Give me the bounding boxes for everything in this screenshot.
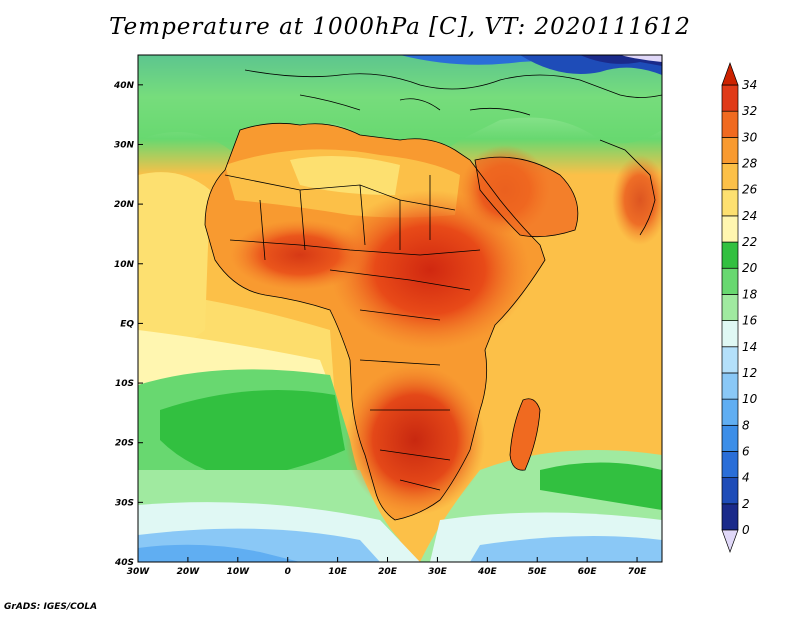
lon-tick-label: 50E xyxy=(528,567,548,577)
lon-tick-label: 20E xyxy=(378,567,398,577)
lat-tick-label: 40N xyxy=(113,81,135,91)
colorbar-level-label: 6 xyxy=(742,444,750,458)
colorbar-swatch xyxy=(721,137,739,164)
lon-tick-label: 70E xyxy=(628,567,648,577)
colorbar-level-label: 18 xyxy=(742,287,758,301)
latitude-axis: 40N 30N 20N 10N EQ 10S 20S 30S 40S xyxy=(113,81,143,568)
colorbar-under-arrow xyxy=(721,529,739,554)
colorbar-level-label: 28 xyxy=(742,157,758,171)
colorbar-level-label: 30 xyxy=(742,130,758,144)
lat-tick-label: 20S xyxy=(115,439,134,449)
colorbar-level-label: 0 xyxy=(742,523,750,537)
lon-tick-label: 20W xyxy=(177,567,201,577)
lat-tick-label: EQ xyxy=(120,319,134,329)
colorbar-swatch xyxy=(721,346,739,374)
colorbar-swatch xyxy=(721,110,739,138)
colorbar-level-label: 14 xyxy=(742,340,757,354)
colorbar-swatch xyxy=(721,503,739,531)
lon-tick-label: 10E xyxy=(328,567,348,577)
colorbar-swatch xyxy=(721,424,739,452)
lat-tick-label: 10S xyxy=(115,379,134,389)
lat-tick-label: 10N xyxy=(114,260,135,270)
colorbar-swatch xyxy=(721,163,739,191)
colorbar-swatch xyxy=(721,215,739,243)
lat-tick-label: 30S xyxy=(115,498,134,508)
map-title: Temperature at 1000hPa [C], VT: 20201116… xyxy=(109,14,691,40)
lat-tick-label: 40S xyxy=(114,558,134,568)
colorbar-swatch xyxy=(721,267,739,295)
lat-tick-label: 20N xyxy=(114,200,135,210)
colorbar-level-label: 20 xyxy=(742,261,758,275)
colorbar-level-label: 32 xyxy=(742,104,757,118)
colorbar-swatch xyxy=(721,189,739,217)
colorbar-swatch xyxy=(721,477,739,505)
longitude-axis: 30W 20W 10W 0 10E 20E 30E 40E 50E 60E 70E xyxy=(127,557,647,577)
lon-tick-label: 40E xyxy=(477,567,498,577)
colorbar-swatch xyxy=(721,372,739,400)
colorbar-level-label: 34 xyxy=(742,78,757,92)
colorbar-level-label: 10 xyxy=(742,392,758,406)
colorbar-over-arrow xyxy=(721,61,739,86)
grads-credit: GrADS: IGES/COLA xyxy=(4,602,98,612)
colorbar-swatch xyxy=(721,320,739,348)
colorbar-level-label: 8 xyxy=(742,418,750,432)
coastlines xyxy=(204,69,662,521)
colorbar-swatch xyxy=(721,294,739,321)
lon-tick-label: 10W xyxy=(227,567,251,577)
colorbar-level-label: 4 xyxy=(742,471,750,485)
lon-tick-label: 60E xyxy=(578,567,598,577)
lon-tick-label: 0 xyxy=(285,567,291,577)
colorbar-level-label: 22 xyxy=(742,235,757,249)
colorbar-level-label: 12 xyxy=(742,366,757,380)
colorbar-swatch xyxy=(721,451,739,478)
map-frame xyxy=(137,54,663,563)
lat-tick-label: 30N xyxy=(114,140,135,150)
colorbar-level-label: 26 xyxy=(742,183,758,197)
lon-tick-label: 30W xyxy=(127,567,151,577)
colorbar-level-label: 16 xyxy=(742,314,758,328)
lon-tick-label: 30E xyxy=(428,567,448,577)
colorbar-swatch xyxy=(721,241,739,269)
colorbar-swatch xyxy=(721,84,739,112)
temperature-field xyxy=(138,55,662,562)
colorbar-level-label: 24 xyxy=(742,209,757,223)
colorbar-level-label: 2 xyxy=(742,497,750,511)
colorbar-swatch xyxy=(721,398,739,426)
